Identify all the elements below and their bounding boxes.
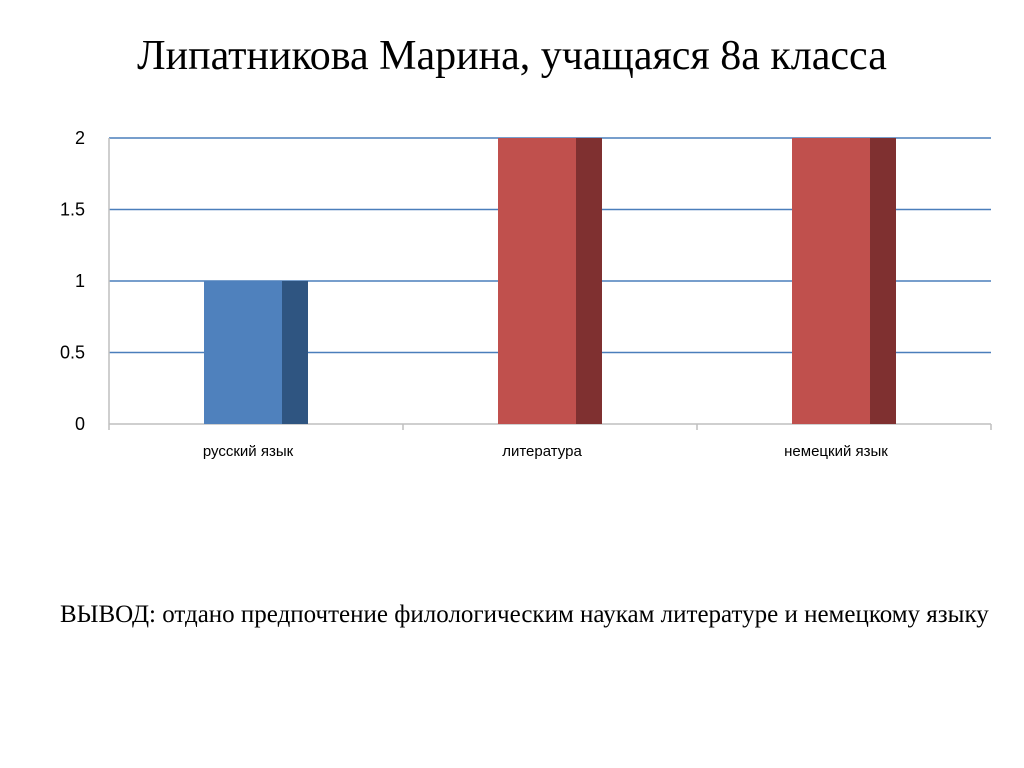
bar-front <box>204 281 282 424</box>
bar-chart: 0 0.5 1 1.5 2 русский язык литература немецкий … <box>60 128 992 460</box>
slide-title: Липатникова Марина, учащаяся 8а класса <box>137 33 887 79</box>
chart-bars <box>204 138 896 424</box>
bar-1 <box>204 281 308 424</box>
bar-front <box>498 138 576 424</box>
x-category-label: русский язык <box>203 443 294 460</box>
x-category-label: немецкий язык <box>784 443 888 460</box>
y-tick-label: 0 <box>75 414 85 434</box>
bar-side <box>576 138 602 424</box>
bar-side <box>870 138 896 424</box>
y-tick-label: 1 <box>75 271 85 291</box>
bar-side <box>282 281 308 424</box>
bar-2 <box>498 138 602 424</box>
chart-labels: 0 0.5 1 1.5 2 русский язык литература немецкий … <box>60 128 888 460</box>
y-tick-label: 0.5 <box>60 343 85 363</box>
x-category-label: литература <box>502 443 582 460</box>
y-tick-label: 2 <box>75 128 85 148</box>
bar-front <box>792 138 870 424</box>
conclusion-text: ВЫВОД: отдано предпочтение филологически… <box>60 601 989 628</box>
bar-3 <box>792 138 896 424</box>
y-tick-label: 1.5 <box>60 200 85 220</box>
